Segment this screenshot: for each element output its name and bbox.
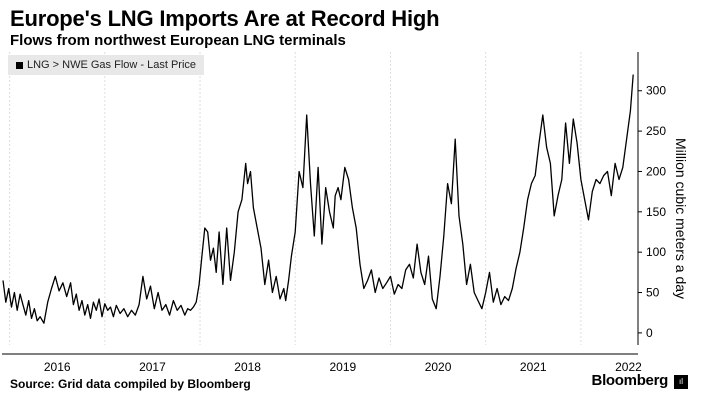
y-tick-label: 100 bbox=[646, 245, 666, 259]
y-tick-label: 150 bbox=[646, 205, 666, 219]
x-tick-label: 2017 bbox=[139, 360, 166, 374]
x-tick-label: 2018 bbox=[234, 360, 261, 374]
x-tick-label: 2021 bbox=[520, 360, 547, 374]
x-tick-label: 2019 bbox=[329, 360, 356, 374]
series-line-nwe-gas-flow bbox=[2, 74, 634, 324]
legend: LNG > NWE Gas Flow - Last Price bbox=[8, 55, 205, 75]
legend-swatch bbox=[16, 61, 23, 69]
chart-subtitle: Flows from northwest European LNG termin… bbox=[10, 32, 346, 49]
gridlines bbox=[9, 52, 582, 345]
x-tick-label: 2022 bbox=[615, 360, 642, 374]
y-tick-label: 200 bbox=[646, 164, 666, 178]
y-axis: 0 50 100 150 200 250 300 bbox=[637, 52, 666, 345]
source-note: Source: Grid data compiled by Bloomberg bbox=[10, 377, 251, 391]
legend-label: LNG > NWE Gas Flow - Last Price bbox=[27, 59, 197, 71]
y-tick-label: 250 bbox=[646, 124, 666, 138]
bloomberg-mark-icon: ıl bbox=[674, 375, 688, 389]
x-axis: 2016 2017 2018 2019 2020 2021 2022 bbox=[2, 353, 642, 374]
y-tick-label: 0 bbox=[646, 326, 653, 340]
chart-title: Europe's LNG Imports Are at Record High bbox=[10, 6, 440, 31]
y-tick-label: 300 bbox=[646, 84, 666, 98]
y-tick-label: 50 bbox=[646, 286, 660, 300]
x-tick-label: 2016 bbox=[44, 360, 71, 374]
bloomberg-logo: Bloomberg bbox=[591, 372, 669, 389]
x-tick-label: 2020 bbox=[425, 360, 452, 374]
y-axis-label: Million cubic meters a day bbox=[673, 138, 689, 299]
